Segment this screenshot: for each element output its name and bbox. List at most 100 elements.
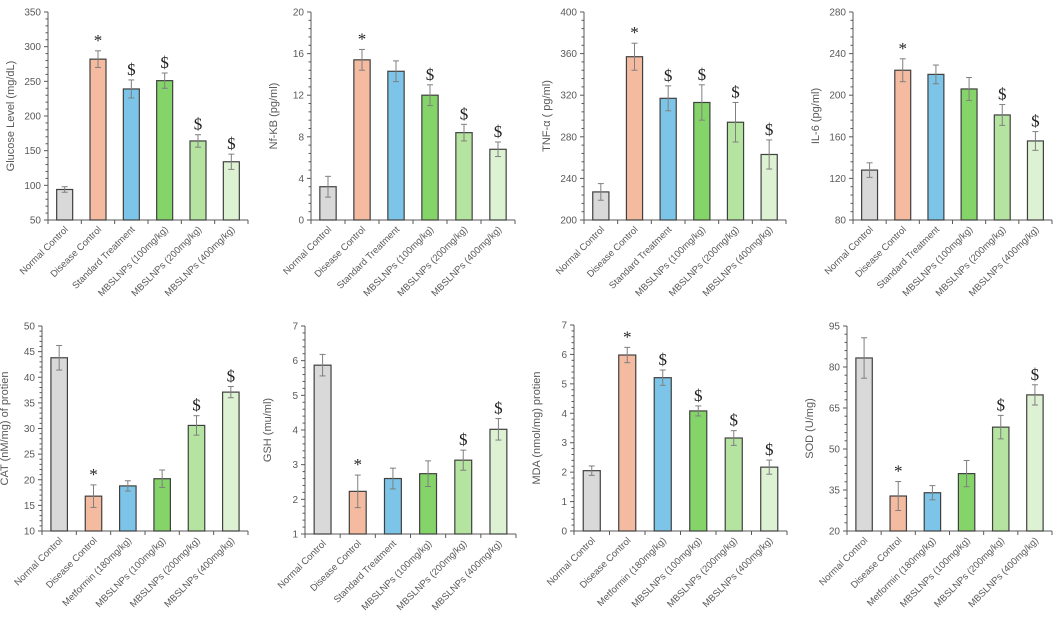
y-tick-label: 10 — [24, 527, 36, 538]
y-tick-label: 200 — [560, 216, 577, 227]
bar — [960, 88, 978, 221]
significance-dollar: $ — [998, 85, 1007, 104]
y-tick-label: 280 — [829, 8, 846, 19]
significance-dollar: $ — [731, 82, 740, 101]
y-tick-label: 2 — [561, 468, 567, 479]
y-tick-label: 360 — [560, 49, 577, 60]
significance-star: * — [94, 31, 103, 50]
y-tick-label: 300 — [24, 42, 41, 53]
chart-1: 50 100 150 200 250 300 350 Glucose Level (mg/dL… — [5, 8, 249, 299]
y-tick-label: 7 — [561, 321, 567, 332]
x-category-label: Metformin (180mg/kg) — [595, 535, 668, 608]
y-tick-label: 80 — [835, 216, 847, 227]
significance-star: * — [354, 455, 363, 474]
y-tick-label: 350 — [24, 8, 41, 19]
x-category-label: MBSLNPs (400mg/kg) — [430, 538, 505, 613]
bar — [653, 377, 672, 532]
bar — [89, 58, 107, 221]
bar — [421, 94, 439, 221]
significance-dollar: $ — [426, 65, 435, 84]
x-category-label: Standard Treatment — [607, 224, 674, 291]
y-axis-title: Nf-KB (pg/ml) — [268, 83, 280, 150]
bar — [855, 357, 873, 532]
y-tick-label: 4 — [561, 409, 567, 420]
bar — [387, 70, 405, 221]
bar — [724, 437, 743, 532]
x-category-label: Standard Treatment — [875, 224, 942, 291]
y-axis-title: TNF-α ( pg/ml) — [541, 80, 553, 152]
x-category-label: MBSLNPs (100mg/kg) — [630, 535, 705, 610]
bar — [894, 69, 912, 221]
y-tick-label: 280 — [560, 132, 577, 143]
bar — [56, 188, 74, 221]
y-tick-label: 20 — [24, 475, 36, 486]
y-tick-label: 95 — [829, 322, 841, 333]
significance-star: * — [623, 327, 632, 346]
y-tick-label: 1 — [292, 530, 298, 541]
significance-star: * — [899, 39, 908, 58]
bar — [991, 426, 1010, 532]
bar — [187, 424, 206, 532]
bar — [156, 80, 174, 221]
bar — [489, 428, 508, 535]
bar — [659, 97, 677, 221]
y-tick-label: 0 — [298, 216, 304, 227]
y-tick-label: 20 — [293, 8, 305, 19]
significance-dollar: $ — [494, 399, 503, 418]
y-tick-label: 320 — [560, 91, 577, 102]
significance-dollar: $ — [127, 60, 136, 79]
y-tick-label: 8 — [298, 132, 304, 143]
y-tick-label: 16 — [293, 49, 305, 60]
significance-dollar: $ — [160, 53, 169, 72]
y-tick-label: 7 — [292, 322, 298, 333]
bar — [1026, 140, 1044, 221]
significance-dollar: $ — [765, 120, 774, 139]
y-tick-label: 20 — [829, 527, 841, 538]
bar — [760, 466, 779, 532]
bar — [1026, 394, 1044, 532]
significance-dollar: $ — [1031, 365, 1040, 384]
y-tick-label: 150 — [24, 146, 41, 157]
significance-star: * — [358, 29, 367, 48]
bar — [222, 161, 240, 221]
bar — [122, 88, 140, 221]
significance-star: * — [89, 465, 98, 484]
y-tick-label: 240 — [560, 174, 577, 185]
significance-dollar: $ — [730, 411, 739, 430]
y-tick-label: 25 — [24, 450, 36, 461]
x-category-label: MBSLNPs (400mg/kg) — [966, 535, 1041, 610]
bar — [625, 56, 644, 221]
bar — [489, 148, 507, 221]
y-tick-label: 6 — [561, 350, 567, 361]
y-tick-label: 12 — [293, 91, 305, 102]
y-tick-label: 250 — [24, 77, 41, 88]
bar — [455, 132, 473, 221]
y-tick-label: 100 — [24, 181, 41, 192]
y-tick-label: 4 — [292, 426, 298, 437]
y-tick-label: 120 — [829, 174, 846, 185]
x-category-label: MBSLNPs (400mg/kg) — [430, 224, 505, 299]
bar — [313, 364, 332, 535]
x-category-label: Standard Treatment — [335, 224, 402, 291]
significance-dollar: $ — [694, 386, 703, 405]
chart-5: 10 15 20 25 30 35 40 45 50 CAT (nM/mg) of protien… — [0, 322, 249, 610]
y-axis-title: Glucose Level (mg/dL) — [5, 61, 17, 172]
y-tick-label: 240 — [829, 49, 846, 60]
y-tick-label: 5 — [561, 379, 567, 390]
x-category-label: Standard Treatment — [70, 224, 137, 291]
y-tick-label: 65 — [829, 404, 841, 415]
significance-dollar: $ — [1031, 112, 1040, 131]
y-tick-label: 5 — [292, 391, 298, 402]
bar — [582, 470, 601, 532]
y-tick-label: 50 — [30, 216, 42, 227]
significance-dollar: $ — [765, 440, 774, 459]
y-tick-label: 35 — [829, 486, 841, 497]
bar — [221, 391, 240, 532]
y-axis-title: IL-6 (pg/ml) — [810, 88, 822, 144]
y-tick-label: 0 — [561, 527, 567, 538]
